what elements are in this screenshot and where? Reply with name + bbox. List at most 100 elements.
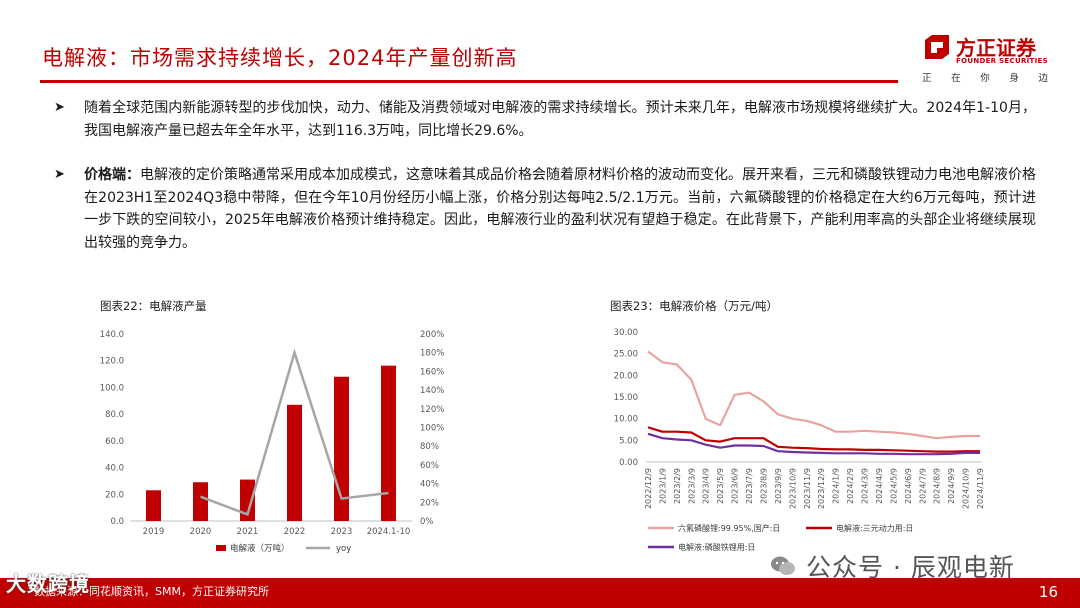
y-tick-label: 10.00 [614,415,638,425]
x-tick-label: 2023/11/9 [803,468,812,509]
y-tick-label: 25.00 [614,350,638,360]
price-series-line [647,426,980,453]
left-tick-label: 100.0 [100,383,124,393]
brand-watermark: 大数跨境 [6,572,90,596]
x-tick-label: 2023/1/9 [658,468,667,504]
left-tick-label: 20.0 [105,490,124,500]
legend-label: 电解液:三元动力用:日 [836,523,913,533]
x-tick-label: 2022 [284,527,306,537]
x-tick-label: 2024/3/9 [861,468,870,504]
left-tick-label: 80.0 [105,410,124,420]
figure-22-title: 图表22：电解液产量 [100,299,207,313]
x-tick-label: 2023/12/9 [817,468,826,509]
legend-label: 电解液（万吨） [230,543,290,554]
left-tick-label: 40.0 [105,464,124,474]
right-tick-label: 80% [420,442,439,452]
x-tick-label: 2024/4/9 [875,468,884,504]
y-tick-label: 15.00 [614,393,638,403]
right-tick-label: 120% [420,405,444,415]
x-tick-label: 2023/8/9 [759,468,768,504]
x-tick-label: 2024/6/9 [904,468,913,504]
slide-title: 电解液：市场需求持续增长，2024年产量创新高 [42,46,518,70]
slogan-char: 你 [980,73,990,84]
production-bar [240,479,255,521]
right-tick-label: 200% [420,330,444,340]
x-tick-label: 2024/5/9 [889,468,898,504]
title-divider [40,80,898,83]
yoy-line [200,348,389,517]
x-tick-label: 2023/3/9 [687,468,696,504]
y-tick-label: 20.00 [614,371,638,381]
right-tick-label: 160% [420,367,444,377]
bullet-arrow-icon: ➤ [54,100,65,115]
left-tick-label: 140.0 [100,330,124,340]
price-chart: 0.00 5.00 10.00 15.00 20.00 25.00 30.00 2022/12… [614,328,985,552]
slogan-char: 身 [1009,73,1019,84]
right-tick-label: 60% [420,461,439,471]
logo-slogan: 正 在 你 身 边 [922,70,1048,84]
x-tick-label: 2024/1/9 [832,468,841,504]
footer-bar [0,578,1080,608]
right-tick-label: 20% [420,498,439,508]
legend-bar-swatch [216,545,226,551]
slogan-char: 正 [922,73,932,84]
figure-23-title: 图表23：电解液价格（万元/吨） [610,299,779,313]
wechat-icon [771,556,795,575]
price-series-line [647,350,980,440]
x-tick-label: 2024/9/9 [947,468,956,504]
logo-english: FOUNDER SECURITIES [956,57,1048,65]
x-tick-label: 2022/12/9 [644,468,653,509]
legend-label: 六氟磷酸锂:99.95%,国产:日 [678,523,780,533]
slogan-char: 在 [951,73,961,84]
legend-label: 电解液:磷酸铁锂用:日 [678,542,755,552]
slogan-char: 边 [1038,73,1048,84]
bullet-text: 随着全球范围内新能源转型的步伐加快，动力、储能及消费领域对电解液的需求持续增长。… [84,100,1036,139]
logo-name: 方正证券 [956,36,1036,60]
production-bar [381,365,396,521]
company-logo: 方正证券 FOUNDER SECURITIES 正 在 你 身 边 [922,32,1062,86]
production-bar [193,482,208,521]
wechat-watermark: 公众号 · 辰观电新 [770,548,1015,584]
page-number: 16 [1038,583,1058,601]
left-tick-label: 60.0 [105,437,124,447]
y-tick-label: 30.00 [614,328,638,338]
legend-label: yoy [336,544,351,554]
x-tick-label: 2020 [190,527,212,537]
x-tick-label: 2023/7/9 [745,468,754,504]
production-bar [146,490,161,521]
x-tick-label: 2024/10/9 [962,468,971,509]
right-tick-label: 40% [420,480,439,490]
bullet-arrow-icon: ➤ [54,167,65,182]
founder-logo-icon [925,35,949,59]
left-tick-label: 0.0 [110,517,124,527]
x-tick-label: 2024/11/9 [976,468,985,509]
bullet-price: ➤ 价格端：电解液的定价策略通常采用成本加成模式，这意味着其成品价格会随着原材料… [54,164,1036,254]
right-tick-label: 140% [420,386,444,396]
x-tick-label: 2024/7/9 [918,468,927,504]
x-tick-label: 2019 [143,527,165,537]
bullet-demand: ➤ 随着全球范围内新能源转型的步伐加快，动力、储能及消费领域对电解液的需求持续增… [54,97,1036,142]
watermark-text: 公众号 · 辰观电新 [806,553,1015,582]
x-tick-label: 2023/6/9 [731,468,740,504]
x-tick-label: 2021 [237,527,259,537]
x-tick-label: 2023 [331,527,353,537]
left-tick-label: 120.0 [100,357,124,367]
x-tick-label: 2023/4/9 [702,468,711,504]
x-tick-label: 2024/8/9 [933,468,942,504]
data-source: 数据来源：同花顺资讯，SMM，方正证券研究所 [34,585,269,598]
y-tick-label: 5.00 [619,436,638,446]
bullet-text: 电解液的定价策略通常采用成本加成模式，这意味着其成品价格会随着原材料价格的波动而… [84,167,1036,251]
x-tick-label: 2024/2/9 [846,468,855,504]
price-series-line [647,432,980,456]
x-tick-label: 2023/10/9 [788,468,797,509]
production-bar [287,404,302,521]
x-tick-label: 2023/9/9 [774,468,783,504]
right-tick-label: 0% [420,517,434,527]
x-tick-label: 2024.1-10 [367,527,411,537]
right-tick-label: 100% [420,424,444,434]
y-tick-label: 0.00 [619,458,638,468]
x-tick-label: 2023/5/9 [716,468,725,504]
bullet-lead: 价格端： [84,167,140,183]
x-tick-label: 2023/2/9 [673,468,682,504]
production-chart: 0.0 20.0 40.0 60.0 80.0 100.0 120.0 140.0 0% 20% 4… [100,330,445,554]
